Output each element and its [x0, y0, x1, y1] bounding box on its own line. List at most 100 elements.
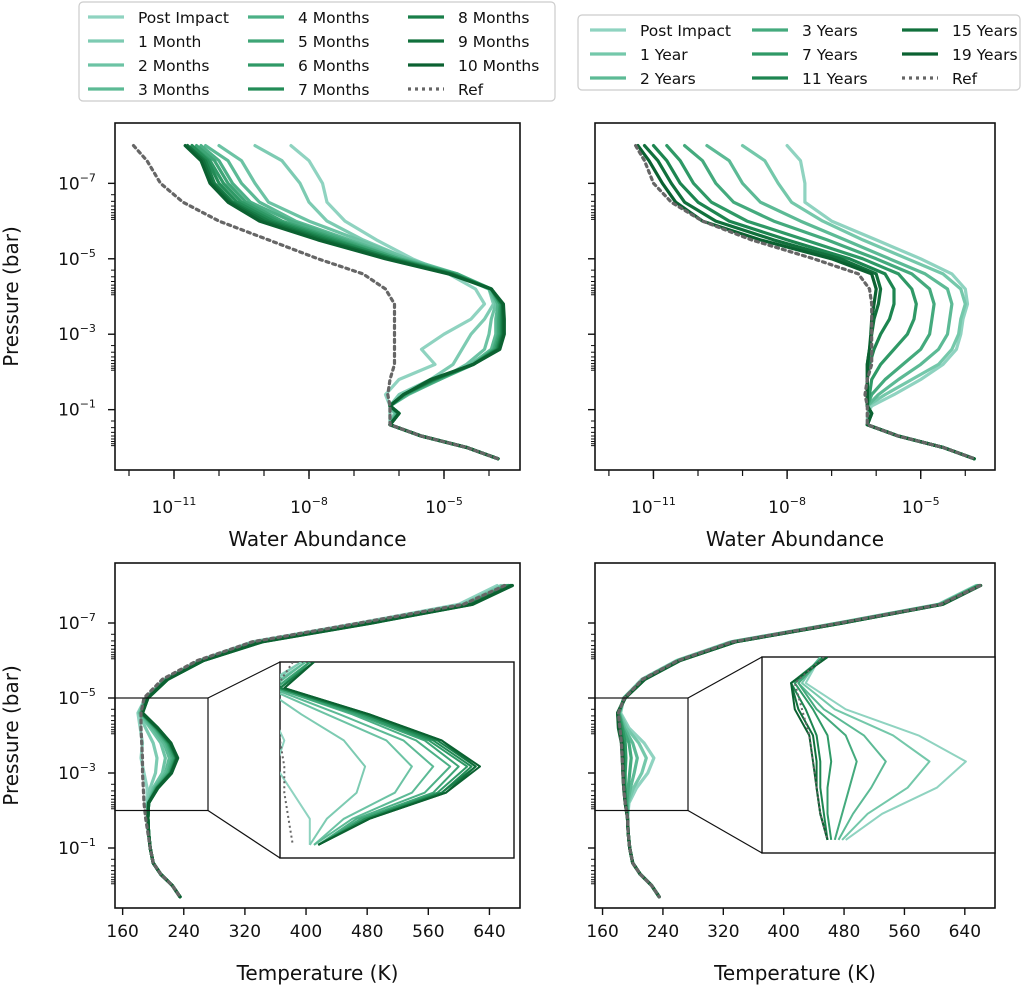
legend-label: 10 Months — [458, 57, 539, 75]
inset-series-line — [280, 662, 367, 846]
x-tick-label: 320 — [229, 922, 261, 942]
inset-lines — [280, 662, 481, 846]
legend-label: 7 Months — [298, 81, 369, 99]
series-line-post-impact — [785, 144, 976, 461]
plot-frame — [114, 122, 521, 471]
inset-series-line — [283, 662, 481, 846]
inset-series-line — [797, 657, 858, 841]
y-axis-label: Pressure (bar) — [0, 665, 23, 806]
zoom-connector — [207, 809, 281, 859]
zoom-connector — [687, 656, 763, 699]
x-tick-label: 480 — [828, 922, 860, 942]
panel-top-right: 10−11 10−8 10−5 Water Abundance — [588, 122, 996, 551]
x-tick-label: 400 — [290, 922, 322, 942]
series-line-2-months — [217, 144, 500, 461]
inset-series-line — [804, 657, 967, 841]
legend-label: Ref — [952, 70, 978, 88]
legend-label: 3 Months — [138, 81, 209, 99]
x-tick-label: 560 — [888, 922, 920, 942]
y-tick-label: 10−3 — [58, 761, 96, 784]
panel-top-left: 10−7 10−5 10−3 10−1 10−11 10−8 10−5 Water Abund… — [0, 122, 521, 551]
legend-label: 4 Months — [298, 9, 369, 27]
zoom-source-box — [114, 697, 209, 812]
series-line-ref — [634, 144, 976, 461]
legend-label: Post Impact — [138, 9, 229, 27]
legend-label: 5 Months — [298, 33, 369, 51]
series-line-15-years — [642, 144, 976, 461]
x-tick-label: 10−11 — [152, 495, 197, 518]
series-line-10-months — [183, 144, 506, 461]
legend-label: 9 Months — [458, 33, 529, 51]
x-tick-label: 240 — [168, 922, 200, 942]
y-tick-label: 10−7 — [58, 171, 96, 194]
series-line-4-months — [199, 144, 500, 461]
x-tick-label: 160 — [586, 922, 618, 942]
inset-series-line — [793, 657, 833, 841]
series-line-7-years — [665, 144, 976, 461]
y-tick-label: 10−5 — [58, 247, 96, 270]
legend-label: Post Impact — [640, 22, 731, 40]
y-tick-label: 10−5 — [58, 686, 96, 709]
inset-series-line — [280, 662, 460, 846]
series-line-1-year — [740, 144, 976, 461]
legend-label: 15 Years — [952, 22, 1018, 40]
y-tick-label: 10−7 — [58, 611, 96, 634]
x-tick-label: 160 — [106, 922, 138, 942]
series-line-ref — [139, 583, 507, 899]
zoom-inset-box — [279, 661, 515, 859]
inset-series-line — [280, 662, 311, 845]
series-line-1-month — [253, 144, 500, 461]
legend-right: Post Impact 1 Year 2 Years 3 Years 7 Years 11… — [577, 14, 1021, 91]
y-tick-label: 10−1 — [58, 836, 96, 859]
panel-bottom-right: 160 240 320 400 480 560 640 Temperature (K) — [586, 562, 996, 985]
x-tick-label: 10−8 — [768, 495, 806, 518]
inset-series-line — [280, 662, 413, 846]
x-tick-label: 10−5 — [902, 495, 940, 518]
legend-label: 2 Months — [138, 57, 209, 75]
zoom-connector — [687, 809, 763, 854]
series-line-3-months — [203, 144, 500, 461]
legend-frame — [78, 1, 556, 102]
inset-series-line — [801, 657, 931, 841]
x-tick-label: 10−11 — [631, 495, 676, 518]
legend-label: Ref — [458, 81, 484, 99]
legend-label: 2 Years — [640, 70, 696, 88]
x-axis-label: Water Abundance — [706, 527, 884, 551]
x-axis-label: Temperature (K) — [713, 961, 876, 985]
series-line-ref — [131, 144, 500, 461]
inset-series-line — [280, 662, 435, 846]
x-tick-label: 480 — [351, 922, 383, 942]
series-line-ref — [616, 583, 982, 899]
y-axis-label: Pressure (bar) — [0, 226, 23, 367]
zoom-source-box — [594, 697, 689, 812]
legend-label: 11 Years — [802, 70, 868, 88]
legend-label: 19 Years — [952, 46, 1018, 64]
x-tick-label: 10−8 — [290, 495, 328, 518]
x-tick-label: 560 — [412, 922, 444, 942]
legend-label: 3 Years — [802, 22, 858, 40]
x-tick-label: 240 — [647, 922, 679, 942]
legend-frame — [577, 14, 1021, 91]
legend-label: 1 Year — [640, 46, 688, 64]
legend-left: Post Impact 1 Month 2 Months 3 Months 4 Mont… — [78, 1, 556, 102]
x-tick-label: 640 — [949, 922, 981, 942]
series-line-3-years — [683, 144, 976, 461]
legend-label: 1 Month — [138, 33, 201, 51]
panel-bottom-left: 10−7 10−5 10−3 10−1 160 240 320 400 480 560 640 Tem… — [0, 562, 521, 985]
y-tick-label: 10−1 — [58, 398, 96, 421]
inset-lines — [790, 657, 967, 841]
x-tick-label: 10−5 — [425, 495, 463, 518]
legend-label: 7 Years — [802, 46, 858, 64]
x-axis-label: Water Abundance — [228, 527, 406, 551]
plot-frame — [594, 122, 996, 471]
zoom-connector — [207, 661, 281, 699]
inset-series-line — [793, 657, 829, 841]
inset-series-line — [790, 657, 829, 841]
x-tick-label: 400 — [767, 922, 799, 942]
x-tick-label: 320 — [707, 922, 739, 942]
x-tick-label: 640 — [473, 922, 505, 942]
y-tick-label: 10−3 — [58, 322, 96, 345]
legend-label: 6 Months — [298, 57, 369, 75]
legend-label: 8 Months — [458, 9, 529, 27]
